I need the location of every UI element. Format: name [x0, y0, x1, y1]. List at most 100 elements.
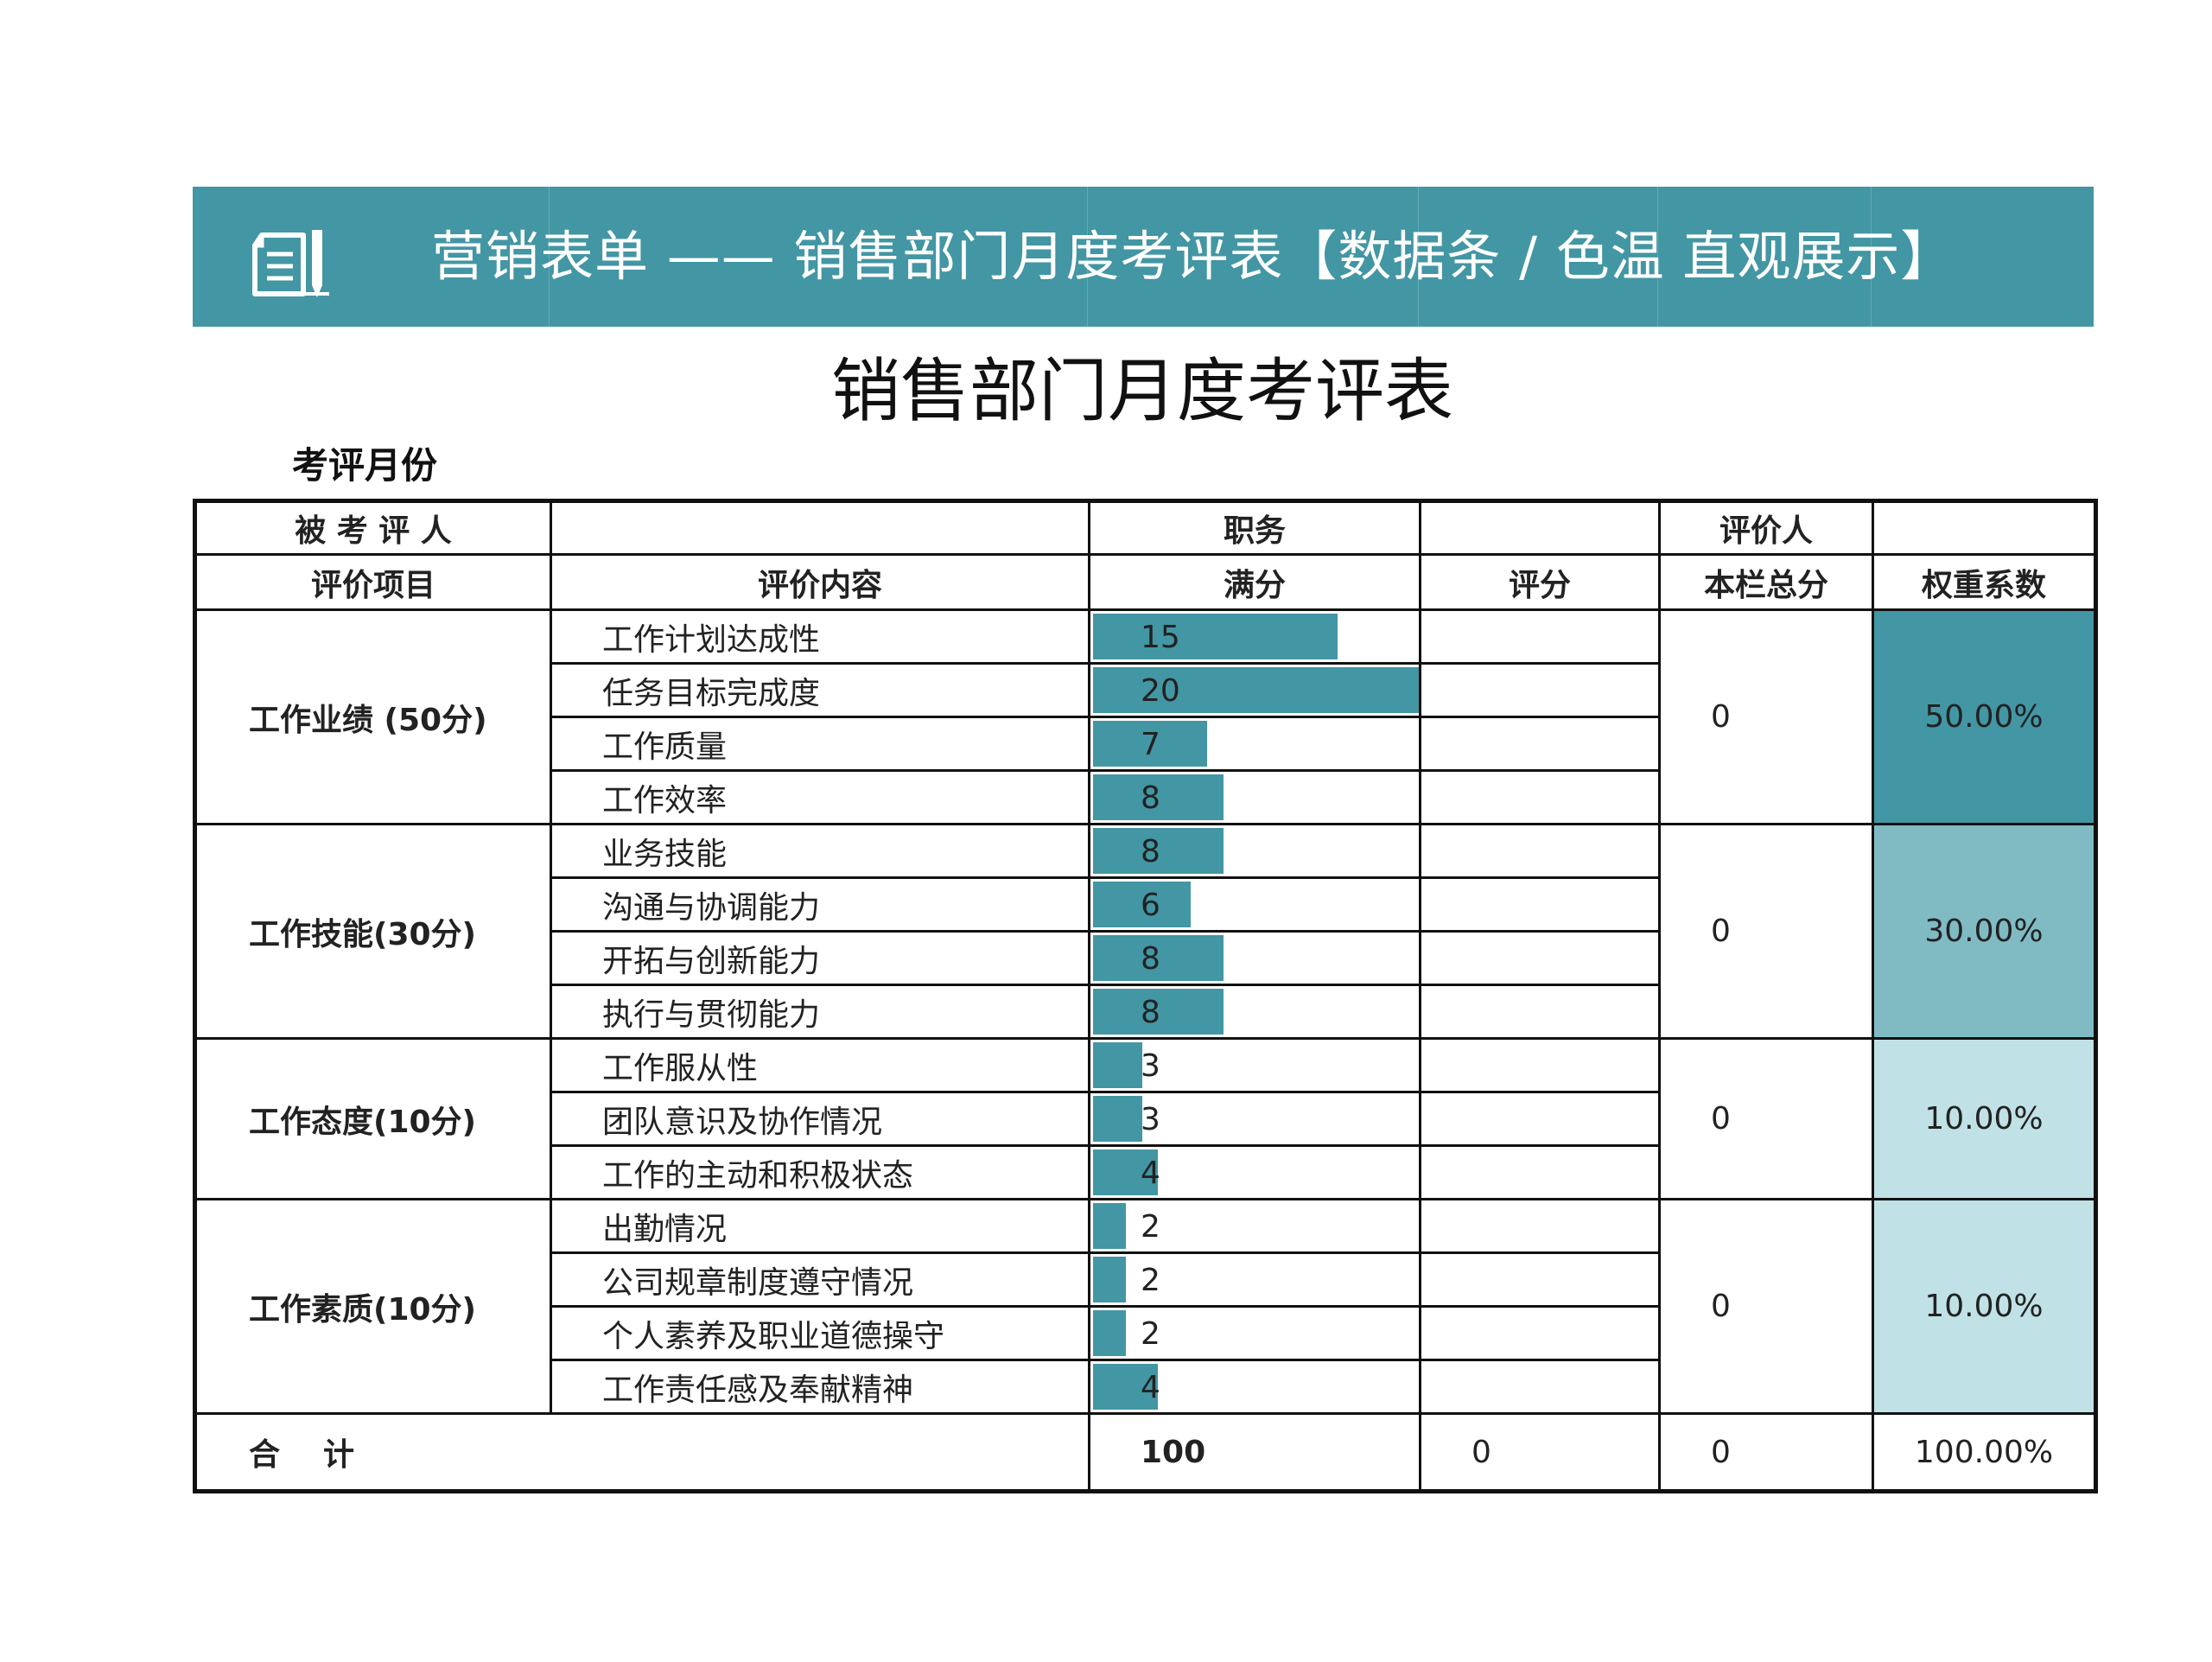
category-name: 工作技能(30分): [193, 823, 552, 1040]
full-score-value: 15: [1141, 620, 1180, 655]
data-bar: [1093, 935, 1224, 981]
page-title: 销售部门月度考评表: [831, 351, 1453, 431]
subtotal-cell: 0: [1658, 608, 1874, 825]
full-score-cell: 20: [1088, 662, 1421, 718]
score-input-cell[interactable]: [1419, 1198, 1661, 1254]
content-cell: 个人素养及职业道德操守: [550, 1305, 1090, 1361]
banner-divider: [1087, 187, 1088, 327]
data-bar: [1093, 614, 1338, 659]
table-row: 公司规章制度遵守情况 2: [195, 1251, 2096, 1308]
score-input-cell[interactable]: [1419, 769, 1661, 825]
subtotal-cell: 0: [1658, 1037, 1874, 1200]
full-score-value: 2: [1141, 1209, 1160, 1245]
banner-divider: [1657, 187, 1658, 327]
total-subtotal: 0: [1658, 1412, 1874, 1493]
subtotal-cell: 0: [1658, 1198, 1874, 1415]
full-score-value: 20: [1141, 673, 1180, 709]
data-bar: [1093, 1096, 1142, 1142]
table-row: 开拓与创新能力 8: [195, 930, 2096, 986]
data-bar: [1093, 1257, 1126, 1302]
full-score-value: 4: [1141, 1156, 1160, 1191]
score-input-cell[interactable]: [1419, 876, 1661, 933]
weight-cell: 10.00%: [1872, 1198, 2098, 1415]
full-score-value: 2: [1141, 1316, 1160, 1352]
evaluation-table: 被 考 评 人 职务 评价人 评价项目 评价内容 满分 评分 本栏总分 权重系数…: [193, 499, 2098, 1493]
month-label: 考评月份: [292, 444, 438, 487]
content-cell: 沟通与协调能力: [550, 876, 1090, 933]
subtotal-cell: 0: [1658, 823, 1874, 1040]
banner-divider: [1871, 187, 1872, 327]
evaluatee-value-cell[interactable]: [550, 499, 1090, 556]
table-row: 工作技能(30分) 业务技能 8 0 30.00%: [193, 823, 2098, 1040]
evaluator-value-cell[interactable]: [1872, 499, 2098, 556]
score-input-cell[interactable]: [1419, 1091, 1661, 1147]
full-score-value: 4: [1141, 1370, 1160, 1405]
content-cell: 工作服从性: [550, 1037, 1090, 1093]
position-label: 职务: [1088, 499, 1421, 556]
data-bar: [1093, 1149, 1158, 1195]
score-input-cell[interactable]: [1419, 1144, 1661, 1200]
content-cell: 出勤情况: [550, 1198, 1090, 1254]
full-score-cell: 8: [1088, 769, 1421, 825]
content-cell: 工作效率: [550, 769, 1090, 825]
full-score-value: 8: [1141, 834, 1160, 869]
score-input-cell[interactable]: [1419, 662, 1661, 718]
full-score-cell: 2: [1088, 1198, 1421, 1254]
score-input-cell[interactable]: [1419, 930, 1661, 986]
header-banner: 营销表单 —— 销售部门月度考评表【数据条 / 色温 直观展示】: [193, 187, 2094, 327]
full-score-value: 8: [1141, 780, 1160, 816]
data-bar: [1093, 667, 1418, 713]
document-edit-icon: [252, 230, 329, 297]
content-cell: 工作质量: [550, 716, 1090, 772]
weight-cell: 30.00%: [1872, 823, 2098, 1040]
position-value-cell[interactable]: [1419, 499, 1661, 556]
table-row: 工作效率 8: [195, 769, 2096, 825]
table-row: 个人素养及职业道德操守 2: [195, 1305, 2096, 1361]
score-input-cell[interactable]: [1419, 984, 1661, 1040]
data-bar: [1093, 1042, 1142, 1088]
evaluatee-label: 被 考 评 人: [193, 499, 552, 556]
col-header-weight: 权重系数: [1872, 553, 2098, 611]
table-row: 团队意识及协作情况 3: [195, 1091, 2096, 1147]
data-bar: [1093, 989, 1224, 1035]
full-score-value: 3: [1141, 1048, 1160, 1084]
score-input-cell[interactable]: [1419, 823, 1661, 879]
weight-cell: 10.00%: [1872, 1037, 2098, 1200]
score-input-cell[interactable]: [1419, 1305, 1661, 1361]
score-input-cell[interactable]: [1419, 716, 1661, 772]
data-bar: [1093, 721, 1207, 767]
weight-cell: 50.00%: [1872, 608, 2098, 825]
header-row-2: 评价项目 评价内容 满分 评分 本栏总分 权重系数: [193, 553, 2098, 611]
full-score-cell: 4: [1088, 1144, 1421, 1200]
table-row: 工作质量 7: [195, 716, 2096, 772]
data-bar: [1093, 1364, 1158, 1410]
full-score-value: 3: [1141, 1102, 1160, 1137]
table-row: 沟通与协调能力 6: [195, 876, 2096, 933]
content-cell: 业务技能: [550, 823, 1090, 879]
score-input-cell[interactable]: [1419, 1037, 1661, 1093]
score-input-cell[interactable]: [1419, 608, 1661, 665]
full-score-value: 2: [1141, 1263, 1160, 1298]
score-input-cell[interactable]: [1419, 1251, 1661, 1308]
full-score-cell: 15: [1088, 608, 1421, 665]
full-score-cell: 8: [1088, 823, 1421, 879]
full-score-cell: 7: [1088, 716, 1421, 772]
col-header-full: 满分: [1088, 553, 1421, 611]
table-row: 工作素质(10分) 出勤情况 2 0 10.00%: [193, 1198, 2098, 1415]
score-input-cell[interactable]: [1419, 1359, 1661, 1415]
table-row: 执行与贯彻能力 8: [195, 984, 2096, 1040]
banner-divider: [549, 187, 550, 327]
data-bar: [1093, 1203, 1126, 1249]
col-header-content: 评价内容: [550, 553, 1090, 611]
header-row-1: 被 考 评 人 职务 评价人: [193, 499, 2098, 556]
total-label-a: 合: [249, 1437, 281, 1473]
total-score[interactable]: 0: [1419, 1412, 1661, 1493]
full-score-value: 6: [1141, 888, 1160, 923]
table-row: 工作责任感及奉献精神 4: [195, 1359, 2096, 1415]
full-score-cell: 2: [1088, 1251, 1421, 1308]
full-score-cell: 6: [1088, 876, 1421, 933]
full-score-value: 8: [1141, 995, 1160, 1030]
content-cell: 团队意识及协作情况: [550, 1091, 1090, 1147]
content-cell: 工作的主动和积极状态: [550, 1144, 1090, 1200]
table-row: 工作业绩 (50分) 工作计划达成性 15 0 50.00%: [193, 608, 2098, 825]
